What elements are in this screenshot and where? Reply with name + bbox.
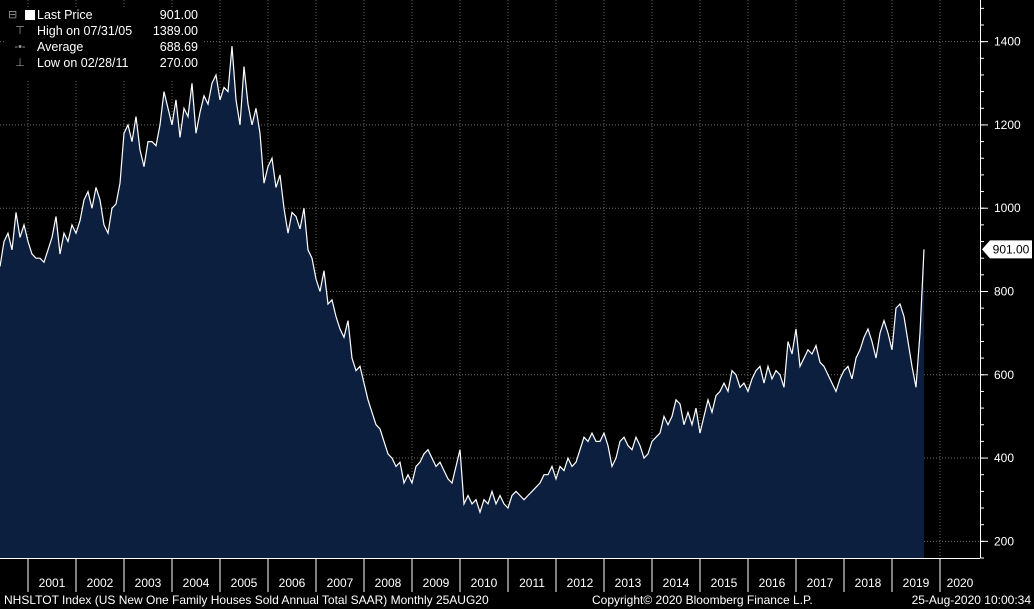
x-tick-label: 2002 bbox=[87, 576, 114, 590]
legend-average-value: 688.69 bbox=[159, 40, 198, 54]
legend-last-price-label: Last Price bbox=[37, 8, 93, 22]
last-value-badge bbox=[982, 240, 1032, 259]
legend-box: ⊟ Last Price 901.00 ⊤ High on 07/31/05 1… bbox=[4, 7, 202, 81]
x-tick-label: 2017 bbox=[807, 576, 834, 590]
last-value-tag: 901.00 bbox=[982, 240, 1032, 259]
y-axis: 200 400 600 800 1000 1200 1400 bbox=[980, 0, 1021, 559]
x-tick-label: 2001 bbox=[39, 576, 66, 590]
footer-bar: NHSLTOT Index (US New One Family Houses … bbox=[0, 592, 1034, 609]
x-tick-label: 2010 bbox=[471, 576, 498, 590]
x-tick-label: 2008 bbox=[375, 576, 402, 590]
x-tick-label: 2011 bbox=[519, 576, 545, 590]
average-marker-icon: -•- bbox=[14, 41, 26, 53]
low-marker-icon: ⊥ bbox=[15, 57, 25, 69]
x-tick-label: 2012 bbox=[567, 576, 594, 590]
legend-row-last-price: ⊟ Last Price 901.00 bbox=[4, 7, 202, 23]
x-tick-label: 2007 bbox=[327, 576, 354, 590]
x-tick-label: 2019 bbox=[903, 576, 930, 590]
x-tick-label: 2020 bbox=[947, 576, 974, 590]
x-tick-label: 2003 bbox=[135, 576, 162, 590]
legend-low-value: 270.00 bbox=[159, 56, 198, 70]
x-tick-label: 2013 bbox=[615, 576, 642, 590]
x-tick-label: 2009 bbox=[423, 576, 450, 590]
x-tick-label: 2005 bbox=[231, 576, 258, 590]
legend-last-price-value: 901.00 bbox=[159, 8, 198, 22]
legend-row-average: -•- Average 688.69 bbox=[4, 39, 202, 55]
series-swatch-icon bbox=[25, 10, 35, 20]
y-tick-label: 1200 bbox=[994, 118, 1021, 132]
legend-high-value: 1389.00 bbox=[152, 24, 198, 38]
x-tick-label: 2014 bbox=[663, 576, 690, 590]
series-line bbox=[0, 46, 925, 515]
x-tick-label: 2006 bbox=[279, 576, 306, 590]
high-marker-icon: ⊤ bbox=[15, 25, 25, 37]
legend-row-high: ⊤ High on 07/31/05 1389.00 bbox=[4, 23, 202, 39]
y-tick-label: 400 bbox=[994, 451, 1014, 465]
footer-timestamp: 25-Aug-2020 10:00:34 bbox=[911, 593, 1031, 607]
legend-row-low: ⊥ Low on 02/28/11 270.00 bbox=[4, 55, 202, 71]
x-tick-label: 2015 bbox=[711, 576, 738, 590]
collapse-icon[interactable]: ⊟ bbox=[8, 9, 18, 21]
series-area bbox=[0, 46, 924, 558]
y-tick-label: 1000 bbox=[994, 201, 1021, 215]
x-tick-label: 2018 bbox=[855, 576, 882, 590]
y-tick-label: 200 bbox=[994, 534, 1014, 548]
legend-average-label: Average bbox=[37, 40, 84, 54]
y-tick-label: 600 bbox=[994, 368, 1014, 382]
legend-high-label: High on 07/31/05 bbox=[37, 24, 133, 38]
y-tick-label: 1400 bbox=[994, 35, 1021, 49]
legend-low-label: Low on 02/28/11 bbox=[37, 56, 129, 70]
y-tick-label: 800 bbox=[994, 284, 1014, 298]
x-tick-label: 2016 bbox=[759, 576, 786, 590]
x-tick-label: 2004 bbox=[183, 576, 210, 590]
last-value-label: 901.00 bbox=[993, 242, 1030, 256]
footer-ticker-description: NHSLTOT Index (US New One Family Houses … bbox=[4, 593, 489, 607]
footer-copyright: Copyright© 2020 Bloomberg Finance L.P. bbox=[592, 593, 813, 607]
x-axis: 2001 2002 2003 2004 2005 2006 2007 2008 2009 2010… bbox=[0, 558, 980, 592]
